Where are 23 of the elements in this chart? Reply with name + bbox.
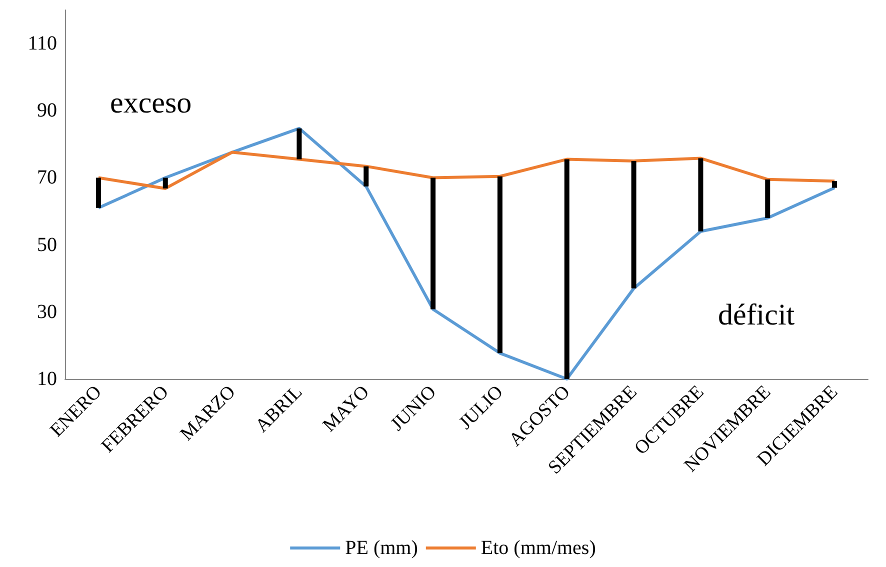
y-tick-label: 110 bbox=[28, 32, 57, 55]
line-series bbox=[96, 150, 836, 190]
bar bbox=[430, 178, 436, 310]
legend-label: PE (mm) bbox=[345, 537, 418, 559]
bar bbox=[765, 179, 770, 218]
bar bbox=[96, 178, 101, 208]
y-tick-label: 30 bbox=[37, 300, 57, 323]
annotation: déficit bbox=[718, 298, 796, 332]
y-tick-label: 90 bbox=[37, 100, 57, 122]
annotation: exceso bbox=[110, 86, 192, 120]
bar bbox=[631, 160, 636, 288]
bar bbox=[698, 158, 704, 232]
y-tick-label: 50 bbox=[37, 234, 57, 256]
bar bbox=[162, 178, 168, 188]
bar bbox=[832, 181, 838, 188]
bar bbox=[497, 176, 502, 354]
line-series bbox=[96, 126, 836, 380]
bar bbox=[296, 128, 302, 160]
bar bbox=[364, 166, 369, 186]
y-tick-label: 10 bbox=[37, 368, 57, 390]
legend-label: Eto (mm/mes) bbox=[480, 537, 596, 559]
y-tick-label: 70 bbox=[37, 166, 57, 189]
bar bbox=[564, 159, 570, 379]
